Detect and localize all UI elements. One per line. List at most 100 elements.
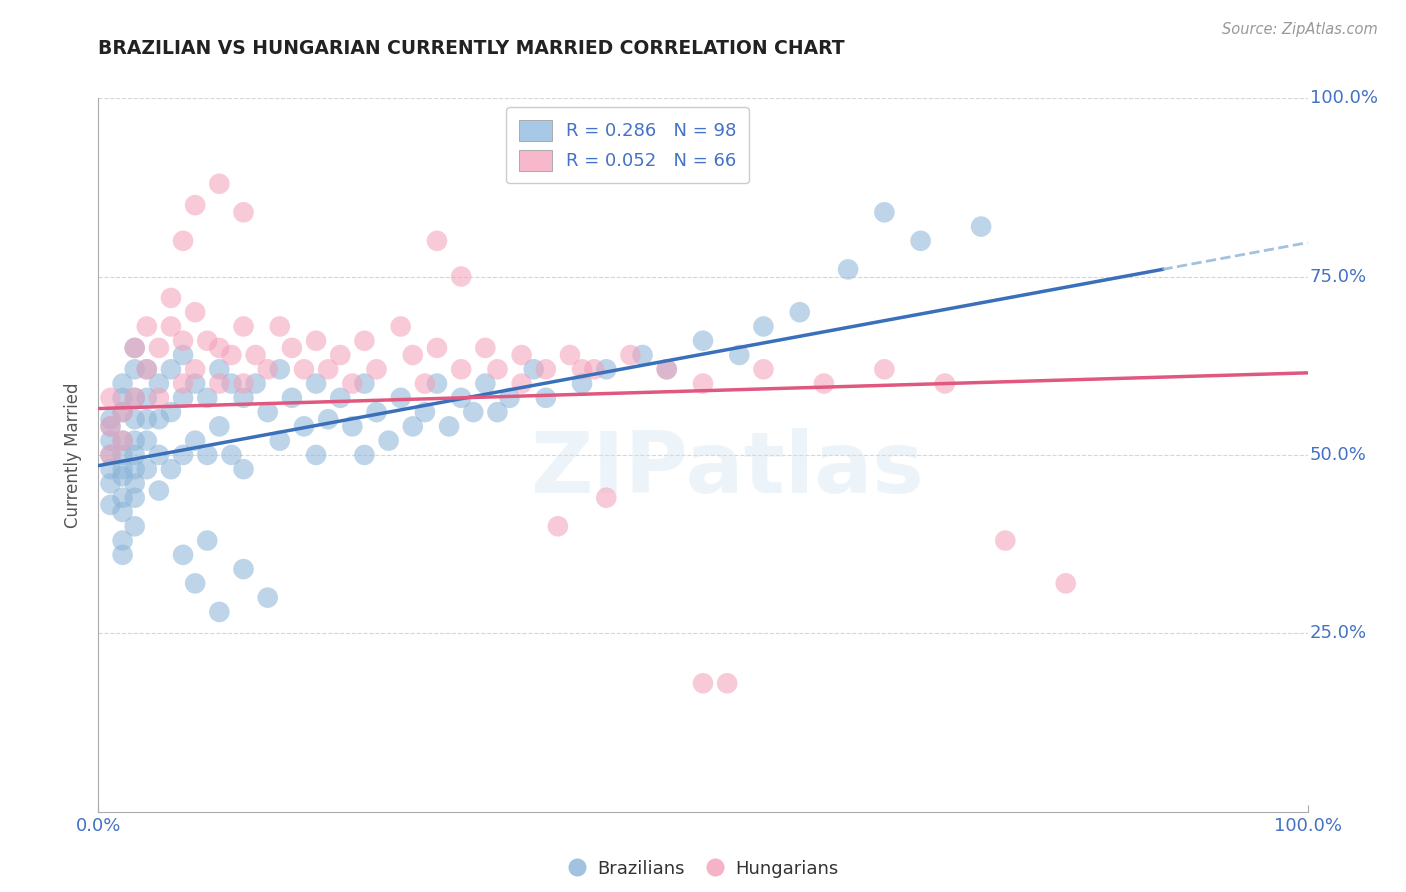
Point [571, 376, 593, 391]
Point [111, 491, 134, 505]
Point [281, 391, 304, 405]
Legend: Brazilians, Hungarians: Brazilians, Hungarians [561, 853, 845, 885]
Point [172, 376, 194, 391]
Point [111, 391, 134, 405]
Point [910, 234, 932, 248]
Point [100, 462, 122, 476]
Point [510, 376, 533, 391]
Point [148, 391, 170, 405]
Point [184, 576, 207, 591]
Point [437, 419, 460, 434]
Point [184, 362, 207, 376]
Point [305, 334, 328, 348]
Y-axis label: Currently Married: Currently Married [65, 382, 83, 528]
Text: 75.0%: 75.0% [1310, 268, 1367, 285]
Point [305, 448, 328, 462]
Point [934, 376, 956, 391]
Point [450, 269, 472, 284]
Point [111, 462, 134, 476]
Point [426, 376, 449, 391]
Point [124, 519, 146, 533]
Point [523, 362, 546, 376]
Point [100, 434, 122, 448]
Point [426, 341, 449, 355]
Point [111, 469, 134, 483]
Point [111, 505, 134, 519]
Point [994, 533, 1017, 548]
Point [195, 448, 218, 462]
Point [172, 334, 194, 348]
Point [970, 219, 993, 234]
Point [498, 391, 520, 405]
Point [305, 376, 328, 391]
Point [100, 448, 122, 462]
Point [172, 448, 194, 462]
Point [221, 376, 243, 391]
Point [450, 362, 472, 376]
Point [256, 405, 278, 419]
Point [195, 533, 218, 548]
Point [281, 341, 304, 355]
Point [148, 376, 170, 391]
Point [692, 676, 714, 690]
Point [111, 405, 134, 419]
Point [232, 319, 254, 334]
Point [402, 419, 425, 434]
Point [413, 376, 436, 391]
Point [135, 434, 157, 448]
Point [160, 362, 183, 376]
Point [135, 362, 157, 376]
Point [124, 391, 146, 405]
Point [100, 391, 122, 405]
Point [124, 448, 146, 462]
Point [245, 376, 267, 391]
Point [752, 319, 775, 334]
Point [100, 448, 122, 462]
Point [655, 362, 678, 376]
Point [148, 341, 170, 355]
Point [426, 234, 449, 248]
Point [389, 391, 412, 405]
Text: 50.0%: 50.0% [1310, 446, 1367, 464]
Point [558, 348, 581, 362]
Point [100, 419, 122, 434]
Point [619, 348, 641, 362]
Point [534, 391, 557, 405]
Point [292, 362, 315, 376]
Text: 25.0%: 25.0% [1310, 624, 1367, 642]
Point [316, 362, 339, 376]
Point [100, 498, 122, 512]
Point [172, 348, 194, 362]
Point [208, 376, 231, 391]
Point [474, 376, 496, 391]
Point [269, 362, 291, 376]
Point [195, 391, 218, 405]
Point [111, 376, 134, 391]
Point [111, 434, 134, 448]
Point [450, 391, 472, 405]
Point [111, 533, 134, 548]
Point [100, 476, 122, 491]
Point [1054, 576, 1077, 591]
Point [510, 348, 533, 362]
Point [837, 262, 859, 277]
Point [172, 391, 194, 405]
Text: 100.0%: 100.0% [1310, 89, 1378, 107]
Point [160, 291, 183, 305]
Point [595, 491, 617, 505]
Point [789, 305, 811, 319]
Point [111, 548, 134, 562]
Point [111, 434, 134, 448]
Point [148, 483, 170, 498]
Text: ZIPatlas: ZIPatlas [530, 427, 924, 511]
Point [547, 519, 569, 533]
Point [135, 362, 157, 376]
Point [124, 434, 146, 448]
Point [583, 362, 606, 376]
Point [486, 362, 509, 376]
Point [595, 362, 617, 376]
Point [402, 348, 425, 362]
Point [160, 319, 183, 334]
Point [135, 412, 157, 426]
Point [873, 362, 896, 376]
